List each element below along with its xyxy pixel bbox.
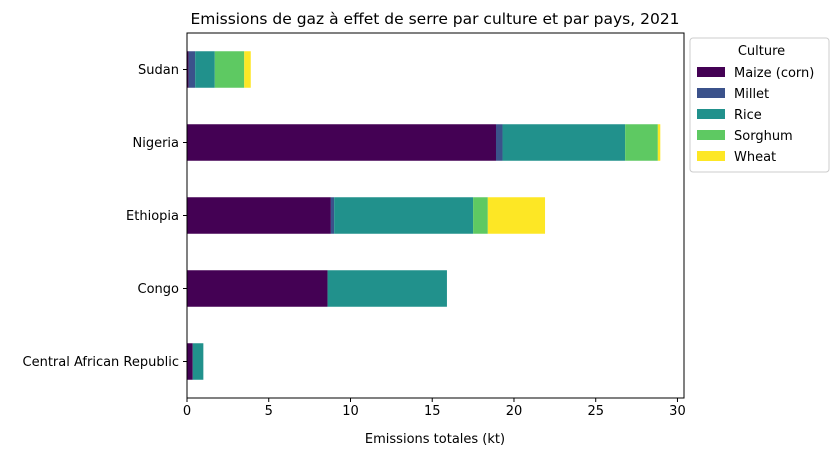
bar-nigeria-maize-corn- xyxy=(187,124,496,161)
legend: Culture Maize (corn) Millet Rice Sorghum Whea… xyxy=(689,37,830,173)
x-axis-label: Emissions totales (kt) xyxy=(365,432,505,447)
x-tick-label: 5 xyxy=(265,404,273,419)
x-axis: 0 5 10 15 20 25 30 xyxy=(183,398,686,419)
legend-label: Rice xyxy=(734,108,762,123)
legend-label: Maize (corn) xyxy=(734,66,814,81)
y-axis: Central African Republic Congo Ethiopia Nig… xyxy=(23,63,187,370)
bar-ethiopia-maize-corn- xyxy=(187,197,331,234)
bar-central-african-republic-rice xyxy=(192,343,204,380)
legend-label: Wheat xyxy=(734,150,776,165)
bar-congo-maize-corn- xyxy=(187,270,328,307)
bars-group xyxy=(187,51,661,380)
legend-swatch xyxy=(697,130,725,140)
legend-swatch xyxy=(697,67,725,77)
legend-label: Sorghum xyxy=(734,129,793,144)
y-tick-label: Nigeria xyxy=(132,136,179,151)
legend-title: Culture xyxy=(738,44,785,59)
y-tick-label: Central African Republic xyxy=(23,355,179,370)
x-tick-label: 25 xyxy=(587,404,604,419)
bar-sudan-millet xyxy=(188,51,196,88)
x-tick-label: 0 xyxy=(183,404,191,419)
bar-nigeria-wheat xyxy=(657,124,661,161)
bar-sudan-sorghum xyxy=(214,51,245,88)
legend-swatch xyxy=(697,109,725,119)
bar-ethiopia-sorghum xyxy=(473,197,488,234)
x-tick-label: 20 xyxy=(506,404,523,419)
x-tick-label: 30 xyxy=(669,404,686,419)
bar-ethiopia-millet xyxy=(330,197,335,234)
x-tick-label: 10 xyxy=(342,404,359,419)
chart-title: Emissions de gaz à effet de serre par cu… xyxy=(190,10,679,28)
bar-ethiopia-rice xyxy=(334,197,474,234)
bar-congo-rice xyxy=(327,270,447,307)
bar-ethiopia-wheat xyxy=(487,197,546,234)
bar-nigeria-sorghum xyxy=(625,124,658,161)
y-tick-label: Congo xyxy=(138,282,180,297)
x-tick-label: 15 xyxy=(424,404,441,419)
legend-swatch xyxy=(697,88,725,98)
legend-label: Millet xyxy=(734,87,769,102)
bar-nigeria-millet xyxy=(495,124,503,161)
bar-nigeria-rice xyxy=(502,124,626,161)
bar-central-african-republic-maize-corn- xyxy=(187,343,193,380)
bar-sudan-rice xyxy=(195,51,215,88)
bar-sudan-maize-corn- xyxy=(187,51,189,88)
bar-sudan-wheat xyxy=(244,51,251,88)
legend-swatch xyxy=(697,151,725,161)
y-tick-label: Sudan xyxy=(138,63,179,78)
y-tick-label: Ethiopia xyxy=(126,209,179,224)
